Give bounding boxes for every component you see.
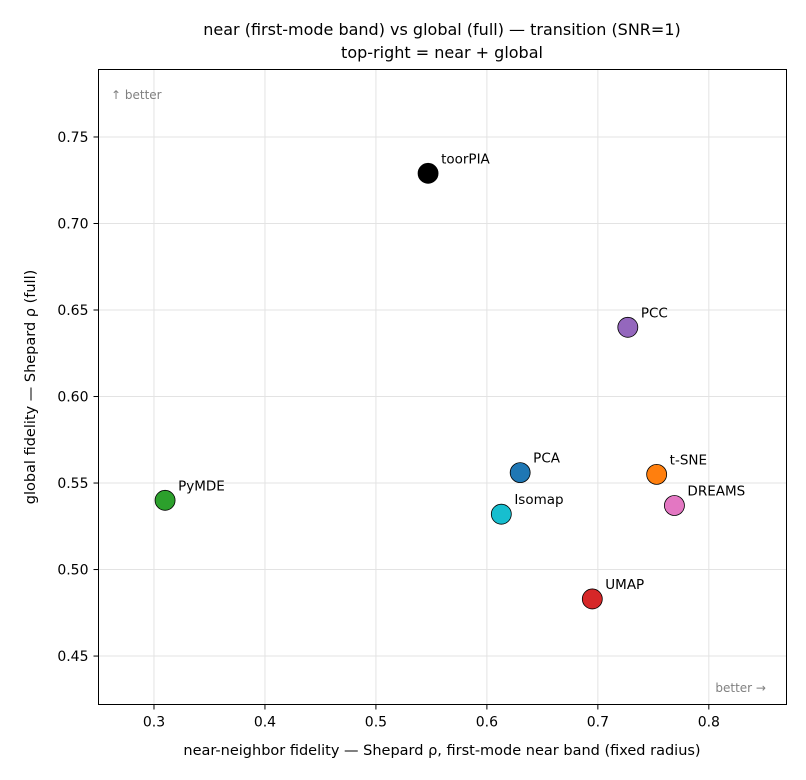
point-label-toorpia: toorPIA bbox=[441, 151, 490, 167]
point-label-isomap: Isomap bbox=[514, 492, 563, 508]
y-axis-label: global fidelity — Shepard ρ (full) bbox=[23, 270, 39, 505]
y-tick-label: 0.70 bbox=[57, 216, 88, 232]
x-tick-label: 0.3 bbox=[143, 715, 165, 731]
point-pca bbox=[509, 462, 531, 484]
point-label-pcc: PCC bbox=[641, 305, 668, 321]
y-tick-label: 0.55 bbox=[57, 476, 88, 492]
x-tick-label: 0.4 bbox=[254, 715, 276, 731]
y-tick-label: 0.65 bbox=[57, 303, 88, 319]
chart-subtitle: top-right = near + global bbox=[341, 43, 543, 62]
x-tick-label: 0.5 bbox=[365, 715, 387, 731]
annotation-right-better: better → bbox=[715, 681, 766, 695]
point-dreams bbox=[664, 495, 685, 516]
point-isomap bbox=[490, 503, 512, 525]
point-label-umap: UMAP bbox=[605, 577, 644, 593]
x-axis-label: near-neighbor fidelity — Shepard ρ, firs… bbox=[183, 743, 700, 759]
annotation-up-better: ↑ better bbox=[111, 88, 162, 102]
axis-ticks: 0.3 0.4 0.5 0.6 0.7 0.8 0.45 0.50 0.55 0.60 0.65 0.… bbox=[57, 130, 720, 731]
point-label-dreams: DREAMS bbox=[687, 484, 745, 500]
point-umap bbox=[581, 588, 603, 610]
point-t-sne bbox=[646, 463, 668, 485]
point-pymde bbox=[154, 489, 176, 511]
x-tick-label: 0.6 bbox=[476, 715, 498, 731]
point-label-pca: PCA bbox=[533, 451, 561, 467]
point-toorpia bbox=[417, 162, 439, 184]
y-tick-label: 0.45 bbox=[57, 649, 88, 665]
grid-lines bbox=[98, 69, 787, 705]
x-tick-label: 0.7 bbox=[587, 715, 609, 731]
y-tick-label: 0.75 bbox=[57, 130, 88, 146]
point-label-pymde: PyMDE bbox=[178, 478, 225, 494]
chart-title: near (first-mode band) vs global (full) … bbox=[203, 20, 681, 39]
x-tick-label: 0.8 bbox=[698, 715, 720, 731]
data-points: toorPIA PCC PCA t-SNE PyMDE DREAMS Isomap UMAP bbox=[154, 151, 745, 610]
y-tick-label: 0.50 bbox=[57, 563, 88, 579]
point-label-t-sne: t-SNE bbox=[670, 452, 707, 468]
point-pcc bbox=[617, 316, 639, 338]
y-tick-label: 0.60 bbox=[57, 390, 88, 406]
plot-frame bbox=[98, 69, 787, 705]
